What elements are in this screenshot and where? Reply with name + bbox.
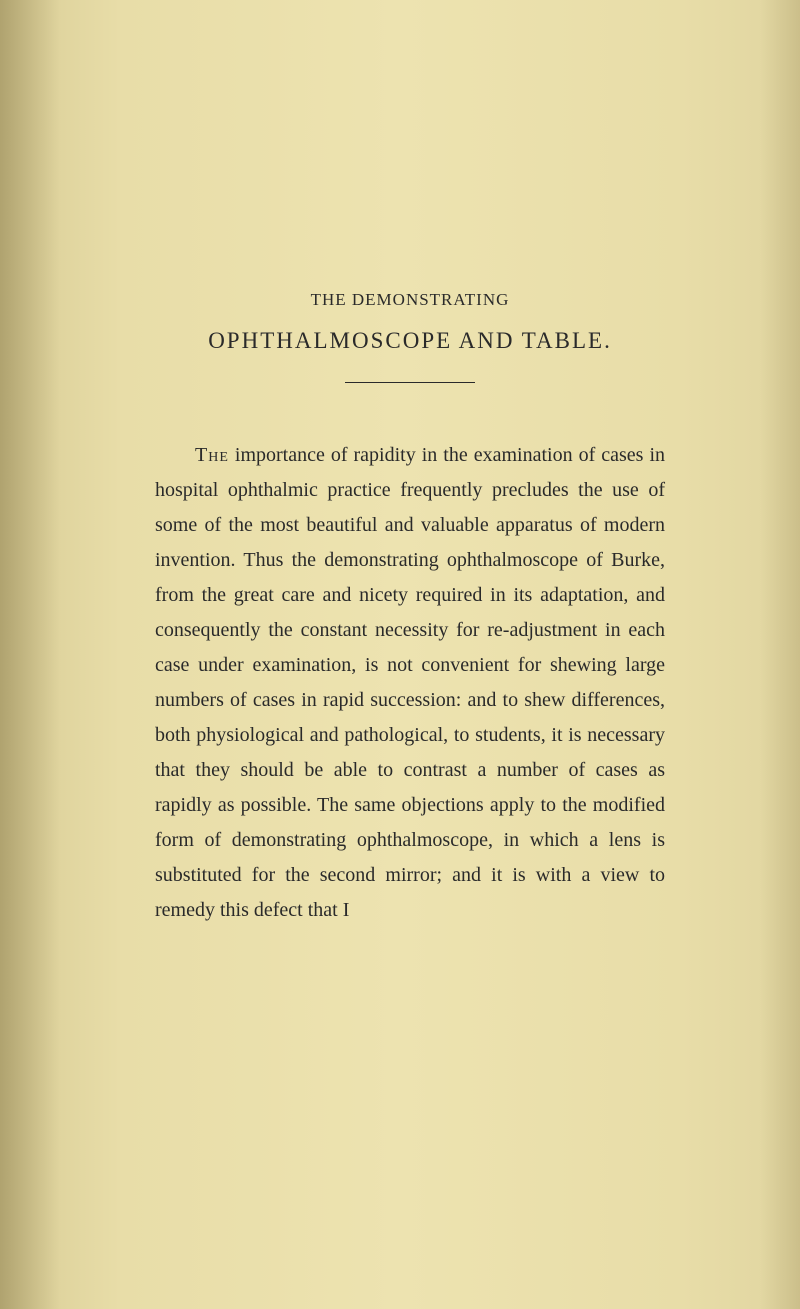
heading-line-1: THE DEMONSTRATING — [155, 290, 665, 310]
body-first-word: The — [195, 444, 229, 466]
heading-line-2: OPHTHALMOSCOPE AND TABLE. — [155, 328, 665, 354]
heading-divider — [345, 382, 475, 383]
body-paragraph: The importance of rapidity in the examin… — [155, 438, 665, 928]
body-remainder: importance of rapidity in the examinatio… — [155, 444, 665, 921]
document-page: THE DEMONSTRATING OPHTHALMOSCOPE AND TAB… — [0, 0, 800, 1309]
